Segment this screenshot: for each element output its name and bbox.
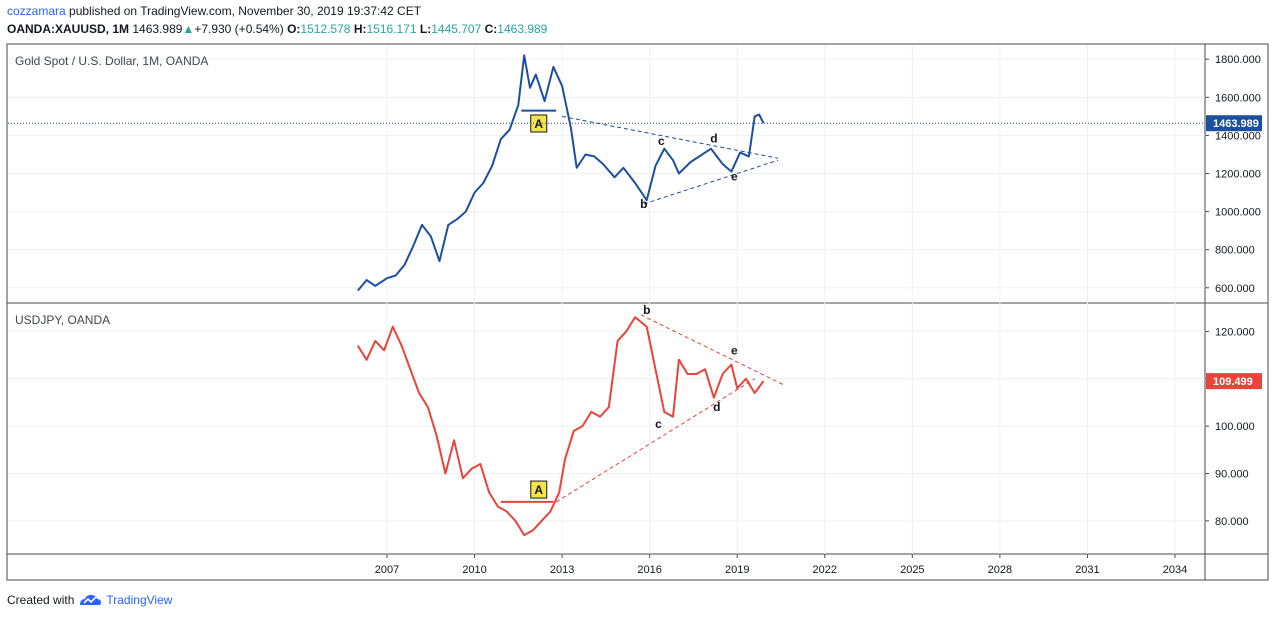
publish-text: published on TradingView.com, November 3… <box>69 4 422 18</box>
low-label: L: <box>419 22 432 36</box>
quote-line: OANDA:XAUUSD, 1M 1463.989▲+7.930 (+0.54%… <box>7 22 547 36</box>
high-value: 1516.171 <box>366 22 417 36</box>
created-with-text: Created with <box>7 593 75 607</box>
time-tick-label: 2025 <box>900 564 924 576</box>
gold-price-tick-label: 800.000 <box>1215 245 1255 257</box>
gold-badge-label: A <box>534 117 543 131</box>
time-tick-label: 2031 <box>1075 564 1099 576</box>
time-tick-label: 2016 <box>637 564 661 576</box>
tradingview-logo-icon <box>80 595 102 605</box>
up-arrow-icon: ▲ <box>182 22 195 36</box>
usdjpy-price-tick-label: 80.000 <box>1215 516 1249 528</box>
time-tick-label: 2034 <box>1163 564 1187 576</box>
gold-price-tick-label: 1400.000 <box>1215 130 1261 142</box>
last-price: 1463.989 <box>132 22 183 36</box>
high-label: H: <box>353 22 367 36</box>
usdjpy-wave-label-c: c <box>655 417 662 431</box>
usdjpy-badge-label: A <box>534 483 543 497</box>
open-label: O: <box>287 22 301 36</box>
symbol-label: OANDA:XAUUSD, 1M <box>7 22 130 36</box>
usdjpy-wave-label-e: e <box>731 343 738 357</box>
gold-wave-label-b: b <box>640 197 647 211</box>
gold-price-tick-label: 1800.000 <box>1215 54 1261 66</box>
tradingview-link[interactable]: TradingView <box>106 593 173 607</box>
gold-wave-label-e: e <box>731 169 738 183</box>
gold-wave-label-c: c <box>658 134 665 148</box>
gold-price-tick-label: 1000.000 <box>1215 207 1261 219</box>
footer: Created with TradingView <box>7 593 172 607</box>
usdjpy-badge-box <box>530 480 548 499</box>
usdjpy-price-tick-label: 90.000 <box>1215 468 1249 480</box>
gold-wave-label-d: d <box>710 131 717 145</box>
close-label: C: <box>484 22 498 36</box>
time-tick-label: 2013 <box>550 564 574 576</box>
usdjpy-pane-title: USDJPY, OANDA <box>15 313 110 327</box>
usdjpy-last-price-label: 109.499 <box>1213 376 1253 388</box>
time-tick-label: 2007 <box>375 564 399 576</box>
usdjpy-wave-label-b: b <box>643 303 650 317</box>
usdjpy-lower-trendline <box>556 378 755 503</box>
chart-frame <box>6 43 1269 581</box>
author-link[interactable]: cozzamara <box>7 4 66 18</box>
usdjpy-price-line <box>356 316 765 537</box>
price-change: +7.930 (+0.54%) <box>194 22 284 36</box>
time-tick-label: 2028 <box>988 564 1012 576</box>
time-tick-label: 2010 <box>462 564 486 576</box>
gold-price-line <box>357 54 765 292</box>
gold-price-tick-label: 1600.000 <box>1215 92 1261 104</box>
usdjpy-price-tick-label: 100.000 <box>1215 421 1255 433</box>
open-value: 1512.578 <box>300 22 351 36</box>
gold-last-price-tag <box>1206 115 1262 132</box>
gold-price-tick-label: 1200.000 <box>1215 169 1261 181</box>
publish-info: cozzamara published on TradingView.com, … <box>7 4 421 18</box>
gold-price-tick-label: 600.000 <box>1215 283 1255 295</box>
usdjpy-price-tick-label: 120.000 <box>1215 326 1255 338</box>
time-tick-label: 2022 <box>813 564 837 576</box>
low-value: 1445.707 <box>431 22 482 36</box>
usdjpy-wave-label-d: d <box>713 400 720 414</box>
usdjpy-upper-trendline <box>640 314 785 386</box>
close-value: 1463.989 <box>497 22 548 36</box>
gold-last-price-label: 1463.989 <box>1213 118 1259 130</box>
usdjpy-last-price-tag <box>1206 373 1262 390</box>
gold-upper-trendline <box>562 115 779 159</box>
time-tick-label: 2019 <box>725 564 749 576</box>
gold-lower-trendline <box>643 159 779 205</box>
gold-pane-title: Gold Spot / U.S. Dollar, 1M, OANDA <box>15 54 208 68</box>
